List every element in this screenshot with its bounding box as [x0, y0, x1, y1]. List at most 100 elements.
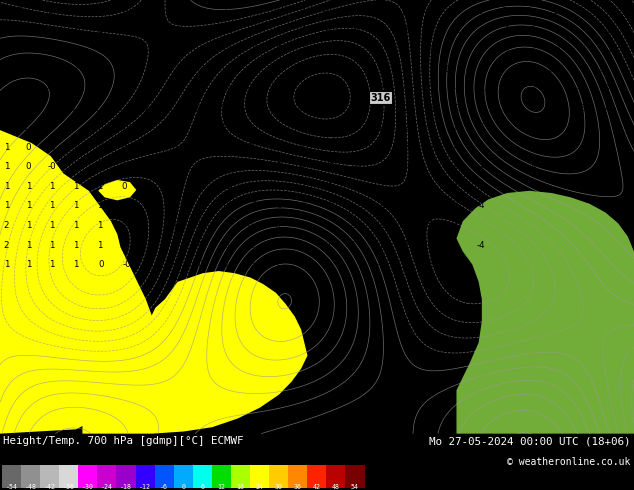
- Text: 0: 0: [74, 143, 79, 152]
- Text: -1: -1: [325, 46, 334, 54]
- Text: 0: 0: [121, 143, 126, 152]
- Text: -2: -2: [351, 182, 359, 191]
- Text: -2: -2: [121, 26, 130, 35]
- Text: -1: -1: [449, 7, 458, 16]
- Text: -0: -0: [119, 163, 128, 172]
- Text: -1: -1: [392, 65, 401, 74]
- Text: 0: 0: [26, 143, 31, 152]
- Text: -1: -1: [198, 65, 207, 74]
- Text: 1: 1: [122, 241, 127, 249]
- Text: -3: -3: [452, 201, 461, 211]
- Text: -1: -1: [165, 104, 174, 113]
- Text: -0: -0: [48, 143, 56, 152]
- Text: -2: -2: [322, 123, 331, 132]
- Text: -1: -1: [275, 163, 283, 172]
- Text: 1: 1: [98, 182, 103, 191]
- Text: -3: -3: [427, 260, 436, 269]
- Text: -1: -1: [322, 84, 331, 94]
- Bar: [327, 465, 346, 489]
- Text: -4: -4: [476, 201, 485, 211]
- Text: -4: -4: [528, 182, 537, 191]
- Text: -2: -2: [45, 26, 54, 35]
- Text: -2: -2: [477, 104, 486, 113]
- Bar: [346, 465, 365, 489]
- Text: -0: -0: [140, 104, 149, 113]
- Text: 1: 1: [74, 260, 79, 269]
- Text: -2: -2: [376, 143, 385, 152]
- Bar: [40, 465, 59, 489]
- Text: 1: 1: [4, 143, 9, 152]
- Text: -3: -3: [576, 84, 585, 94]
- Text: -2: -2: [427, 143, 436, 152]
- Text: -6: -6: [160, 484, 168, 490]
- Bar: [155, 465, 174, 489]
- Text: -1: -1: [92, 104, 101, 113]
- Text: -0: -0: [351, 46, 359, 54]
- Text: 0: 0: [148, 163, 153, 172]
- Text: -1: -1: [452, 84, 461, 94]
- Text: -1: -1: [246, 84, 255, 94]
- Text: -1: -1: [192, 104, 201, 113]
- Bar: [212, 465, 231, 489]
- Text: -2: -2: [21, 65, 30, 74]
- Text: -1: -1: [122, 65, 131, 74]
- Text: -4: -4: [603, 143, 612, 152]
- Text: -1: -1: [322, 260, 331, 269]
- Text: -1: -1: [297, 260, 306, 269]
- Text: -1: -1: [376, 104, 385, 113]
- Text: -4: -4: [404, 163, 413, 172]
- Text: -2: -2: [376, 182, 385, 191]
- Text: -4: -4: [476, 241, 485, 249]
- Bar: [269, 465, 288, 489]
- Text: -1: -1: [327, 201, 335, 211]
- Text: -1: -1: [528, 26, 537, 35]
- Text: -1: -1: [300, 46, 309, 54]
- Text: -1: -1: [146, 26, 155, 35]
- Text: -0: -0: [221, 221, 230, 230]
- Text: -1: -1: [322, 7, 331, 16]
- Text: -4: -4: [603, 123, 612, 132]
- Text: -1: -1: [219, 123, 228, 132]
- Text: -2: -2: [297, 7, 306, 16]
- Text: -0: -0: [122, 84, 131, 94]
- Text: -18: -18: [120, 484, 132, 490]
- Text: -4: -4: [452, 143, 461, 152]
- Text: -1: -1: [295, 123, 304, 132]
- Text: -1: -1: [148, 65, 157, 74]
- Text: -1: -1: [246, 7, 255, 16]
- Text: -0: -0: [198, 84, 207, 94]
- Text: 48: 48: [332, 484, 340, 490]
- Text: 36: 36: [294, 484, 302, 490]
- Text: -1: -1: [376, 46, 385, 54]
- Text: 1: 1: [49, 260, 55, 269]
- Text: -1: -1: [246, 143, 255, 152]
- Text: -1: -1: [249, 163, 258, 172]
- Text: -1: -1: [173, 84, 182, 94]
- Text: -4: -4: [451, 260, 460, 269]
- Text: -1: -1: [347, 7, 356, 16]
- Text: -2: -2: [401, 182, 410, 191]
- Text: -42: -42: [44, 484, 56, 490]
- Text: -1: -1: [452, 26, 461, 35]
- Text: \u25b2: \u25b2: [123, 7, 153, 16]
- Polygon shape: [82, 271, 307, 434]
- Text: -12: -12: [139, 484, 151, 490]
- Text: -1: -1: [148, 84, 157, 94]
- Text: 0: 0: [174, 241, 179, 249]
- Text: -1: -1: [319, 104, 328, 113]
- Text: -1: -1: [569, 65, 578, 74]
- Text: -1: -1: [294, 104, 302, 113]
- Text: -1: -1: [550, 7, 559, 16]
- Text: -1: -1: [297, 241, 306, 249]
- Bar: [21, 465, 40, 489]
- Text: -1: -1: [348, 260, 357, 269]
- Text: -1: -1: [46, 65, 55, 74]
- Text: -1: -1: [143, 123, 152, 132]
- Text: 0: 0: [99, 260, 104, 269]
- Text: -0: -0: [275, 182, 283, 191]
- Text: -1: -1: [21, 123, 30, 132]
- Text: -4: -4: [479, 163, 488, 172]
- Text: -1: -1: [297, 221, 306, 230]
- Text: -1: -1: [427, 26, 436, 35]
- Text: -0: -0: [249, 201, 258, 211]
